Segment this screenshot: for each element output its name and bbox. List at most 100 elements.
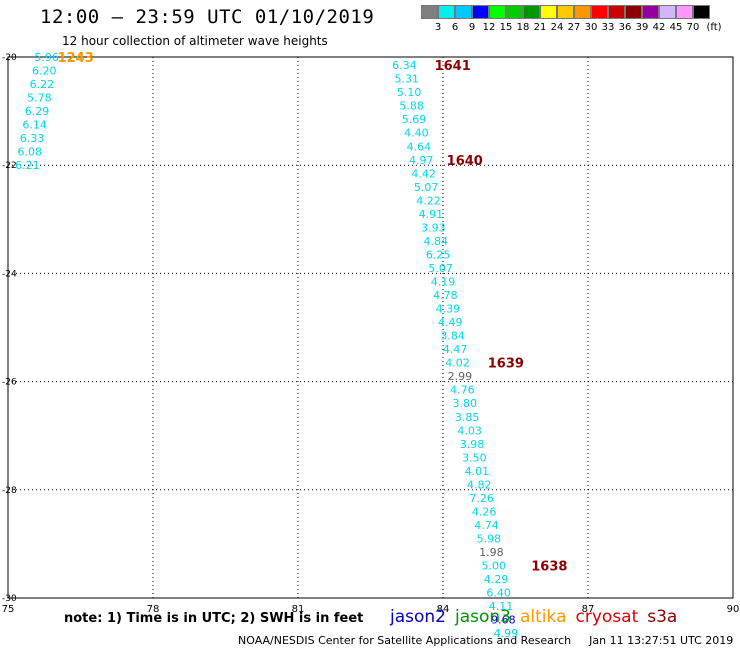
color-scale-label: 24 [550,22,564,33]
wave-height-value: 5.31 [395,73,420,86]
wave-height-value: 1.98 [479,546,504,559]
wave-height-value: 6.22 [30,78,55,91]
color-swatch [523,5,540,19]
wave-height-value: 4.76 [450,384,475,397]
x-tick-label: 84 [437,604,450,615]
color-swatch [421,5,438,19]
wave-height-value: 4.74 [474,519,499,532]
wave-height-value: 4.22 [416,194,441,207]
wave-height-value: 4.01 [465,465,490,478]
wave-height-value: 3.98 [460,438,485,451]
wave-height-value: 6.29 [25,105,50,118]
color-swatch [574,5,591,19]
generated-timestamp: Jan 11 13:27:51 UTC 2019 [589,634,734,647]
wave-height-value: 3.84 [440,330,465,343]
credit-text: NOAA/NESDIS Center for Satellite Applica… [238,634,572,647]
pass-number-label: 1639 [488,357,524,372]
wave-height-value: 5.07 [414,181,439,194]
wave-height-value: 4.82 [467,478,492,491]
wave-height-value: 6.20 [32,65,57,78]
plot-frame [7,56,734,599]
color-scale-label: 45 [669,22,683,33]
y-tick-label: -28 [2,486,17,496]
color-swatch [642,5,659,19]
color-swatch [608,5,625,19]
color-scale-label: 42 [652,22,666,33]
wave-height-value: 5.10 [397,86,422,99]
color-scale-label: 15 [499,22,513,33]
wave-height-value: 4.78 [433,289,458,302]
wave-height-value: 4.29 [484,573,509,586]
legend-entry: cryosat [575,607,639,627]
wave-height-value: 5.69 [402,113,427,126]
wave-height-value: 4.97 [409,154,434,167]
color-swatch [489,5,506,19]
wave-height-value: 6.14 [22,119,47,132]
color-swatch [438,5,455,19]
color-swatch [472,5,489,19]
wave-height-value: 4.91 [419,208,444,221]
chart-subtitle: 12 hour collection of altimeter wave hei… [62,34,328,48]
y-tick-label: -20 [2,53,17,63]
legend-entry: altika [520,607,567,627]
wave-height-value: 4.84 [424,235,449,248]
wave-height-value: 6.21 [15,159,40,172]
color-scale-label: (ft) [706,22,722,33]
wave-height-value: 4.99 [494,627,519,640]
x-tick-label: 81 [292,604,305,615]
wave-height-value: 4.19 [431,276,456,289]
color-scale-label: 6 [451,22,459,33]
pass-number-label: 1638 [531,560,567,575]
color-scale-label: 39 [635,22,649,33]
wave-height-value: 6.40 [486,587,511,600]
wave-height-value: 5.00 [482,560,507,573]
wave-height-value: 3.93 [421,221,446,234]
wave-height-value: 6.08 [18,146,43,159]
wave-height-value: 4.64 [407,140,432,153]
color-scale-label: 33 [601,22,615,33]
color-swatch [676,5,693,19]
satellite-legend: jason2 jason3 altika cryosat s3a [390,607,686,627]
color-scale-label: 18 [516,22,530,33]
x-tick-label: 87 [582,604,595,615]
chart-title: 12:00 – 23:59 UTC 01/10/2019 [40,6,375,28]
wave-height-value: 4.39 [436,303,461,316]
wave-height-value: 5.07 [428,262,453,275]
color-scale-label: 12 [482,22,496,33]
color-swatch [540,5,557,19]
wave-height-value: 3.80 [453,397,478,410]
wave-height-value: 5.78 [27,92,52,105]
wave-height-value: 4.03 [457,424,482,437]
wave-height-value: 6.25 [426,248,451,261]
color-swatch [506,5,523,19]
color-scale-label: 9 [468,22,476,33]
color-scale-label: 3 [434,22,442,33]
pass-number-label: 1641 [435,59,471,74]
color-swatch [455,5,472,19]
x-tick-label: 78 [147,604,160,615]
y-tick-label: -30 [2,594,17,604]
wave-height-value: 7.26 [469,492,494,505]
wave-height-value: 4.02 [445,357,470,370]
wave-height-value: 4.42 [411,167,436,180]
wave-height-value: 2.99 [448,370,473,383]
footnote: note: 1) Time is in UTC; 2) SWH is in fe… [64,611,364,626]
color-scale-label: 21 [533,22,547,33]
footer: NOAA/NESDIS Center for Satellite Applica… [238,634,733,647]
wave-height-value: 6.33 [20,132,45,145]
wave-height-value: 4.26 [472,505,497,518]
color-swatch [591,5,608,19]
pass-number-label: 1640 [447,154,483,169]
color-scale-label: 30 [584,22,598,33]
color-swatch [625,5,642,19]
legend-entry: jason3 [455,607,511,627]
pass-number-label: 1243 [58,51,94,66]
legend-entry: jason2 [390,607,446,627]
y-tick-label: -26 [2,378,17,388]
color-swatch [557,5,574,19]
wave-height-value: 6.34 [392,59,417,72]
wave-height-value: 4.40 [404,127,429,140]
color-scale-label: 36 [618,22,632,33]
wave-height-value: 5.88 [399,100,424,113]
